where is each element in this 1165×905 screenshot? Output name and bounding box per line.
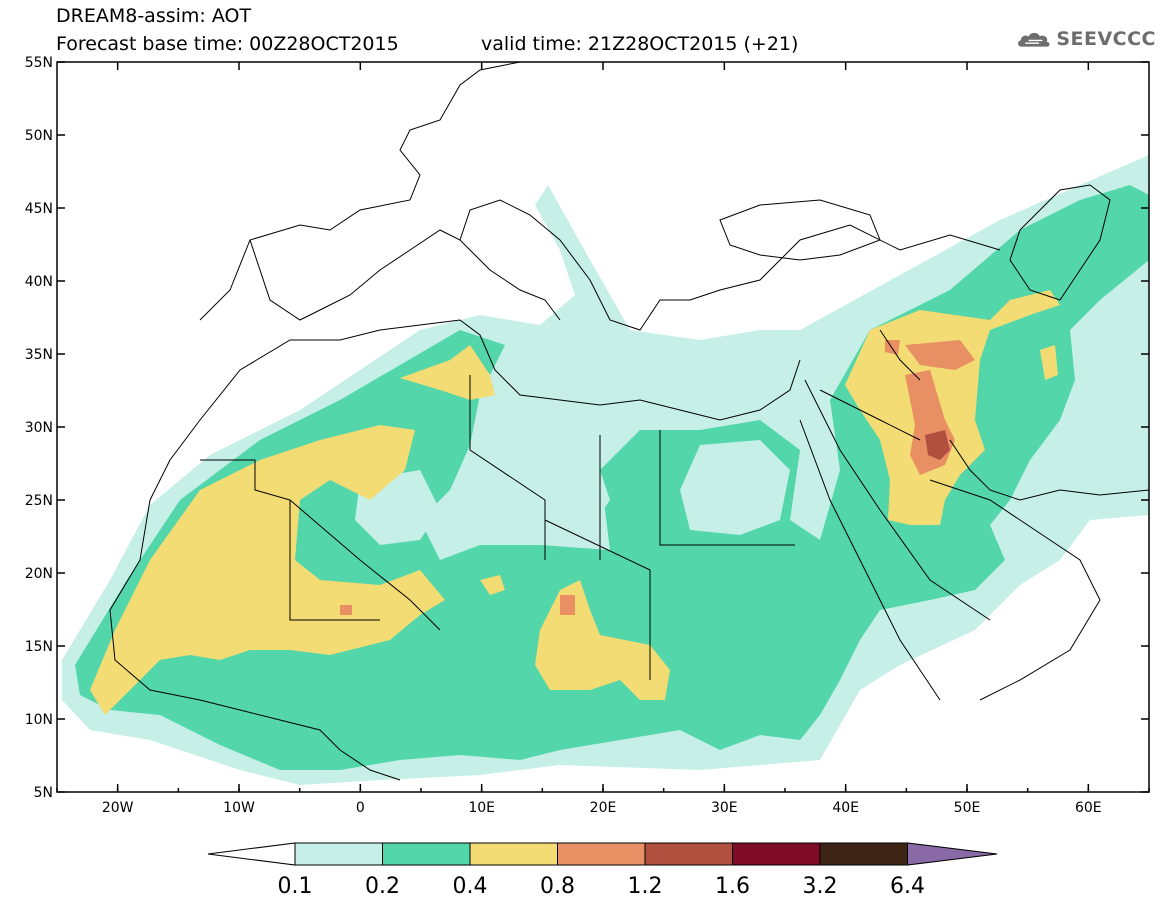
valid-time: valid time: 21Z28OCT2015 (+21): [481, 33, 799, 55]
colorbar-segment: [557, 842, 646, 866]
lat-label: 40N: [25, 274, 53, 290]
coastlines: [109, 62, 1149, 781]
colorbar-label: 0.1: [278, 874, 313, 899]
lat-label: 45N: [25, 201, 53, 217]
colorbar-segment: [382, 842, 471, 866]
aot-level-0.8: [905, 340, 975, 370]
colorbar-label: 6.4: [890, 874, 925, 899]
lat-label: 25N: [25, 493, 53, 509]
lat-label: 5N: [34, 785, 53, 801]
seevccc-logo: SEEVCCC: [1016, 22, 1156, 56]
colorbar-overflow: [907, 842, 998, 866]
lat-label: 55N: [25, 55, 53, 71]
colorbar-label: 1.2: [628, 874, 663, 899]
colorbar-segment: [294, 842, 383, 866]
forecast-base-time: Forecast base time: 00Z28OCT2015: [56, 33, 399, 55]
lat-label: 35N: [25, 347, 53, 363]
colorbar-label: 0.2: [365, 874, 400, 899]
colorbar-segment: [732, 842, 821, 866]
lat-label: 30N: [25, 420, 53, 436]
axis-ticks: [56, 61, 1150, 793]
aot-shading: [62, 155, 1149, 785]
lat-label: 50N: [25, 128, 53, 144]
lon-label: 0: [356, 800, 365, 816]
aot-level-1.2: [925, 430, 950, 460]
lon-label: 20W: [102, 800, 134, 816]
lon-label: 60E: [1075, 800, 1102, 816]
lon-label: 10E: [468, 800, 495, 816]
colorbar-labels: 0.1 0.2 0.4 0.8 1.2 1.6 3.2 6.4: [278, 874, 926, 899]
lon-label: 20E: [590, 800, 617, 816]
colorbar-segment: [819, 842, 908, 866]
colorbar-label: 0.8: [540, 874, 575, 899]
map-title: DREAM8-assim: AOT: [56, 5, 252, 27]
colorbar-label: 0.4: [453, 874, 488, 899]
lon-label: 50E: [954, 800, 981, 816]
lon-label: 40E: [832, 800, 859, 816]
aot-colorbar: [207, 842, 998, 866]
lon-label: 30E: [711, 800, 738, 816]
lon-label: 10W: [223, 800, 255, 816]
colorbar-label: 1.6: [715, 874, 750, 899]
colorbar-segment: [644, 842, 733, 866]
colorbar-label: 3.2: [803, 874, 838, 899]
logo-text: SEEVCCC: [1056, 28, 1156, 50]
aot-level-0.4: [90, 425, 445, 715]
lat-label: 15N: [25, 639, 53, 655]
latitude-labels: 55N 50N 45N 40N 35N 30N 25N 20N 15N 10N 5N: [25, 55, 53, 801]
cloud-icon: [1018, 32, 1050, 47]
lat-label: 10N: [25, 712, 53, 728]
lat-label: 20N: [25, 566, 53, 582]
colorbar-segment: [469, 842, 558, 866]
colorbar-underflow: [207, 842, 296, 866]
longitude-labels: 20W 10W 0 10E 20E 30E 40E 50E 60E: [102, 800, 1102, 816]
